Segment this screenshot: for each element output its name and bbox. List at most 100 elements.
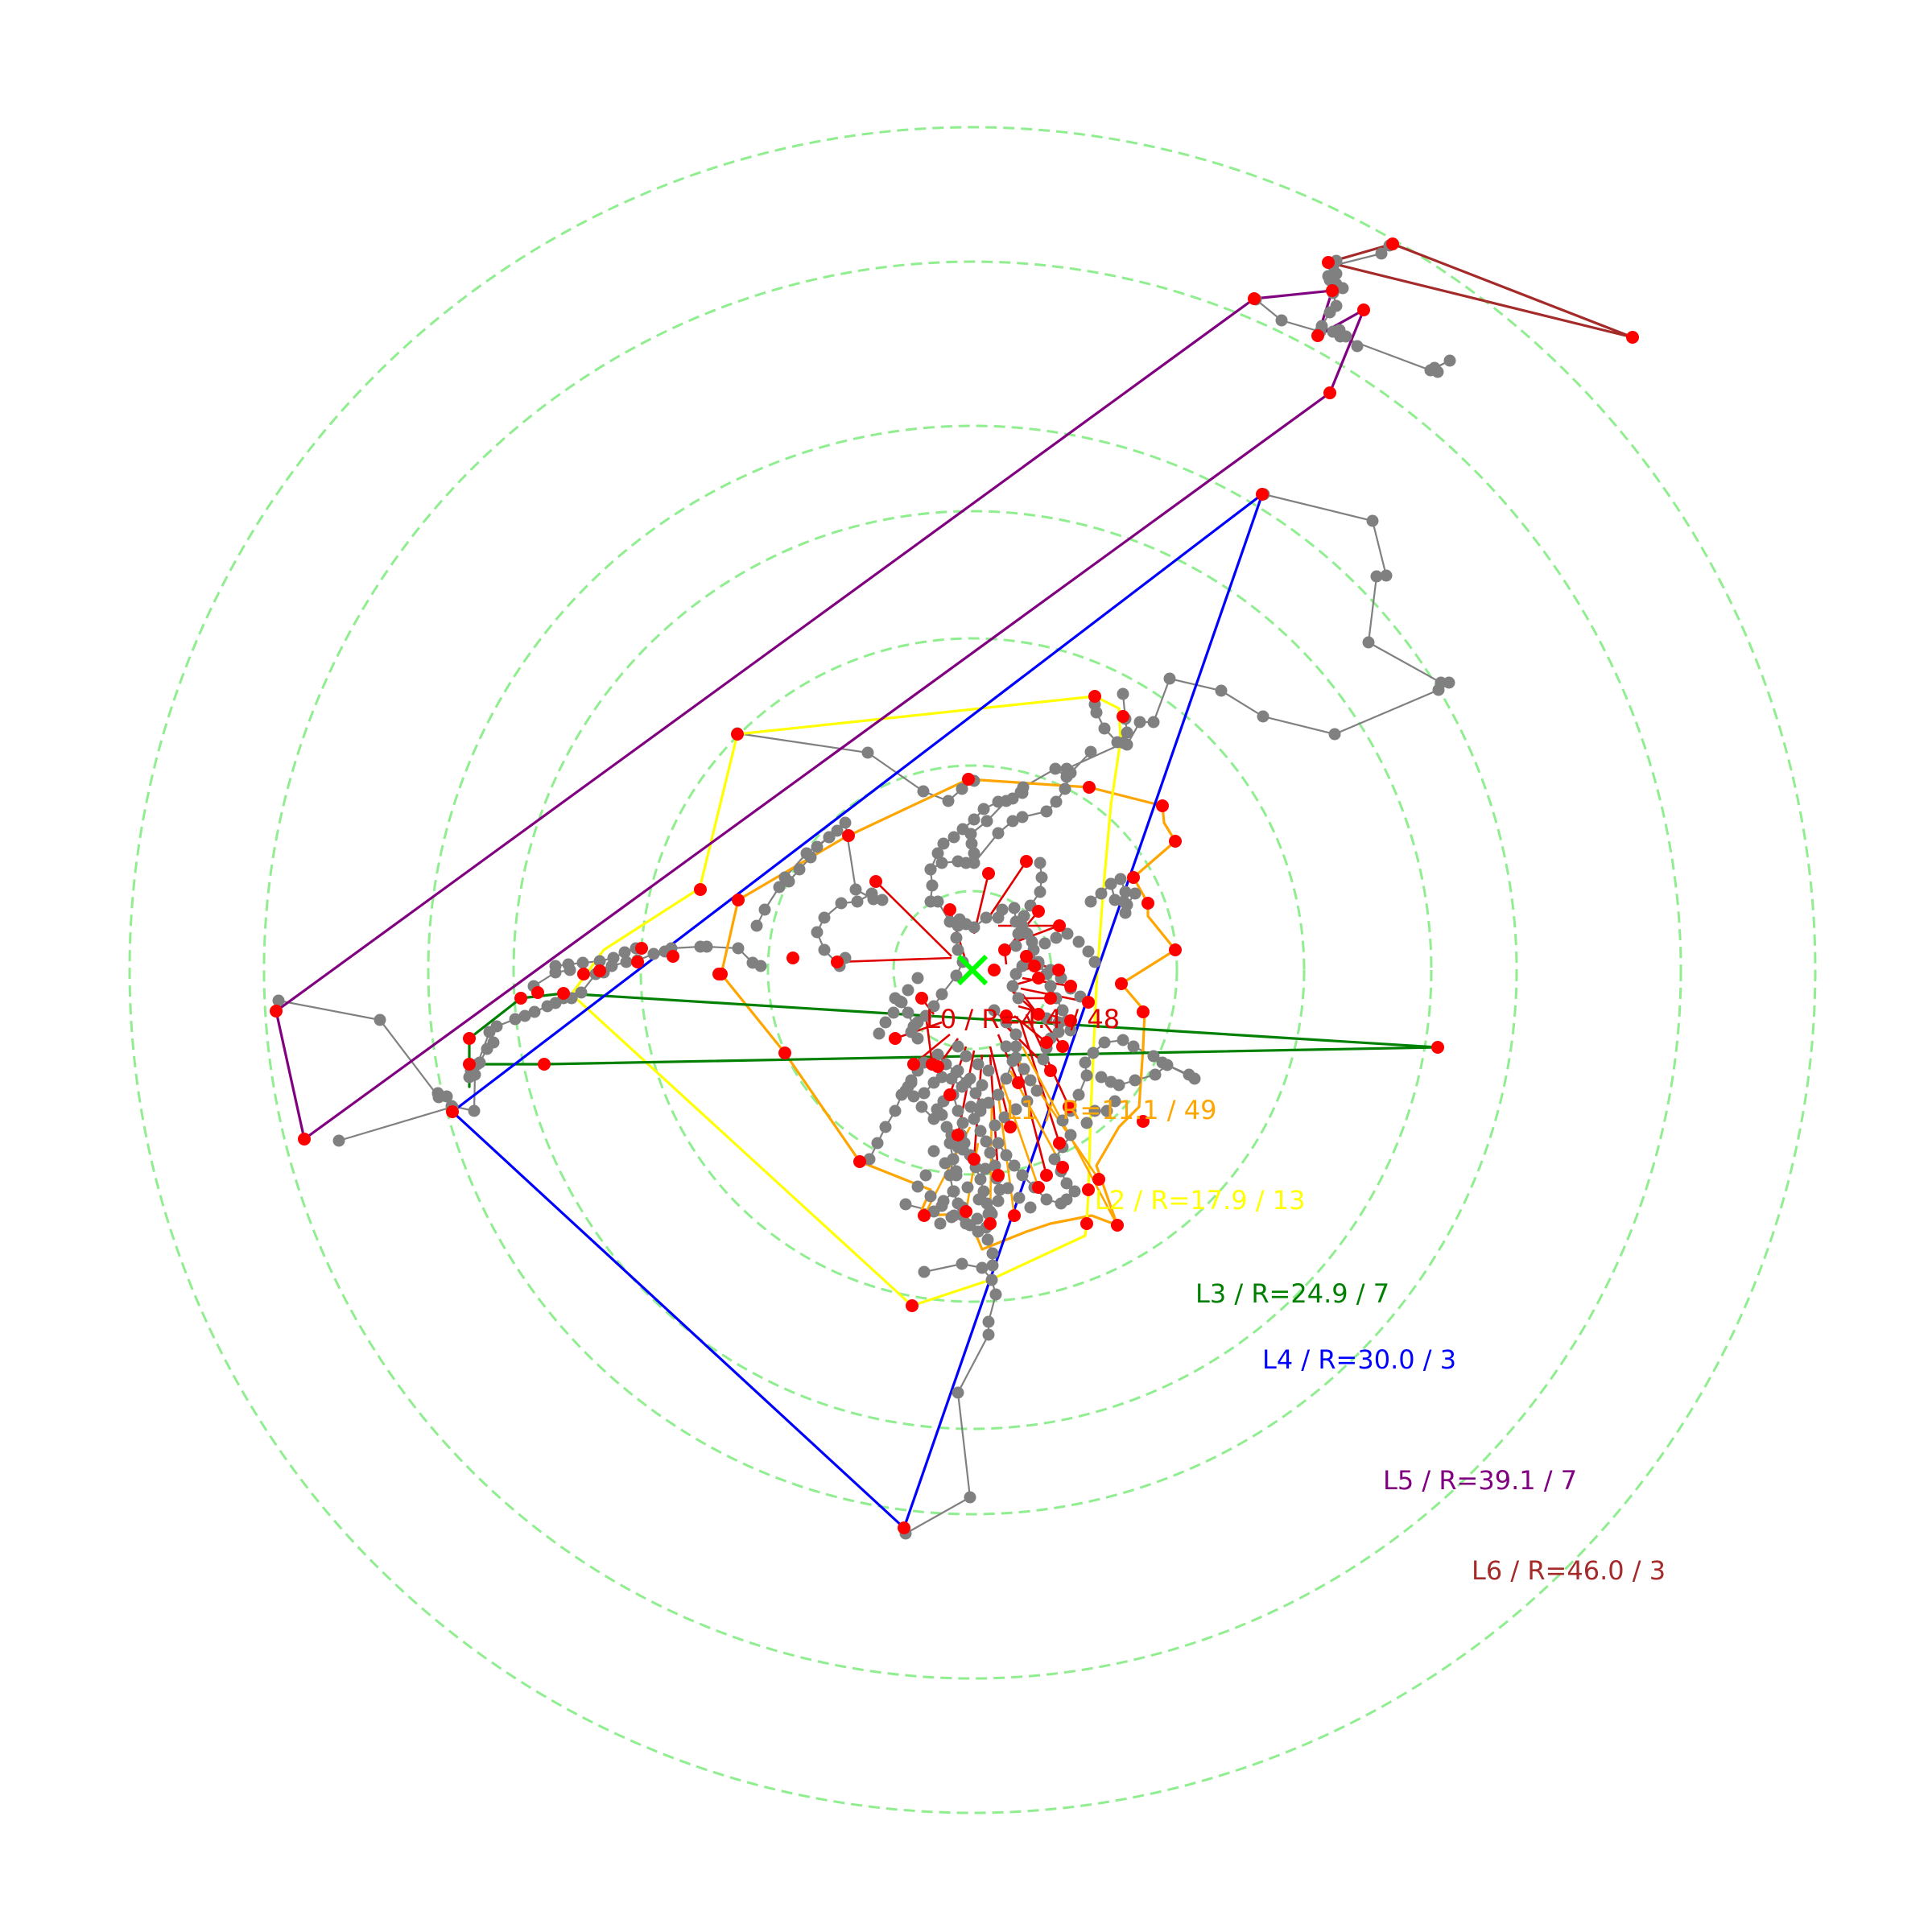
network-node-335	[985, 1274, 998, 1286]
hull-vertices	[270, 237, 1639, 1534]
network-node-161	[960, 857, 972, 869]
network-node-363	[998, 1111, 1011, 1124]
network-node-44	[1351, 340, 1364, 353]
level-label-l4: L4 / R=30.0 / 3	[1262, 1344, 1456, 1375]
network-node-279	[964, 1100, 977, 1113]
network-node-385	[935, 1199, 948, 1212]
network-node-333	[956, 1257, 968, 1270]
network-node-11	[1163, 672, 1176, 685]
hull-vertex-13	[1431, 1041, 1444, 1054]
hull-vertex-92	[1000, 1009, 1013, 1022]
hull-vertex-74	[1032, 1008, 1045, 1021]
network-node-53	[1098, 722, 1111, 735]
network-node-247	[988, 1004, 1001, 1017]
network-node-61	[1050, 795, 1063, 808]
network-node-331	[947, 1185, 960, 1198]
network-node-311	[1040, 1193, 1053, 1206]
l0-spoke-32	[1019, 1022, 1061, 1144]
cross-mark-icon-stroke	[956, 954, 989, 986]
network-node-203	[1119, 906, 1132, 919]
network-node-206	[1149, 1068, 1162, 1081]
network-node-77	[431, 1087, 444, 1100]
network-node-243	[1052, 1026, 1065, 1038]
network-node-178	[919, 1009, 932, 1022]
network-node-120	[549, 966, 562, 979]
network-node-158	[924, 863, 937, 876]
hull-vertex-56	[1052, 964, 1065, 976]
network-node-357	[1009, 1051, 1022, 1064]
network-node-155	[992, 795, 1005, 808]
network-node-167	[968, 921, 980, 934]
hull-vertex-90	[988, 964, 1001, 976]
level-label-l1: L1 / R=11.1 / 49	[1006, 1095, 1216, 1125]
network-node-200	[1104, 877, 1117, 890]
hull-vertex-34	[778, 1046, 791, 1059]
network-node-271	[976, 1098, 989, 1111]
hull-vertex-20	[962, 773, 975, 786]
network-node-362	[1009, 1103, 1022, 1116]
network-node-314	[871, 1137, 884, 1150]
network-node-70	[942, 795, 955, 807]
hull-vertex-62	[1012, 1076, 1025, 1089]
network-node-193	[1084, 895, 1097, 908]
network-node-313	[863, 1153, 876, 1166]
network-node-274	[956, 1117, 969, 1129]
network-node-252	[1000, 1072, 1013, 1085]
network-node-350	[982, 1064, 995, 1077]
network-node-261	[918, 1087, 931, 1100]
hull-vertex-14	[1088, 690, 1101, 703]
network-node-324	[907, 1020, 920, 1033]
network-node-386	[947, 1209, 960, 1222]
hull-vertex-48	[786, 952, 799, 964]
hull-vertex-22	[842, 829, 855, 842]
hull-vertex-45	[577, 968, 590, 980]
network-node-400	[1050, 931, 1063, 944]
network-node-8	[1328, 728, 1341, 741]
network-node-7	[1432, 683, 1445, 696]
network-node-90	[490, 1020, 503, 1033]
network-node-116	[607, 952, 620, 964]
network-node-145	[823, 831, 836, 844]
network-node-383	[911, 1180, 924, 1193]
network-node-336	[989, 1288, 1002, 1301]
network-node-122	[750, 919, 763, 932]
network-node-91	[509, 1013, 522, 1026]
hull-vertex-63	[1004, 1121, 1017, 1133]
network-node-211	[1147, 1050, 1160, 1063]
network-node-202	[1117, 895, 1130, 908]
hull-vertex-79	[1063, 1100, 1075, 1113]
network-node-241	[1056, 1004, 1069, 1017]
network-node-57	[1117, 687, 1129, 700]
hull-vertex-43	[667, 950, 679, 963]
hull-vertex-2	[1326, 284, 1339, 297]
network-node-102	[620, 956, 633, 968]
network-node-401	[1061, 927, 1074, 940]
hull-l5	[275, 289, 1365, 1141]
network-node-210	[1095, 1071, 1108, 1084]
network-node-409	[879, 1016, 892, 1029]
hull-vertex-23	[1156, 799, 1169, 812]
network-node-387	[960, 1217, 972, 1230]
network-node-332	[918, 1265, 931, 1278]
network-node-79	[468, 1104, 481, 1117]
level-label-l5: L5 / R=39.1 / 7	[1383, 1465, 1577, 1496]
hull-vertex-73	[1044, 992, 1057, 1005]
network-node-109	[732, 942, 745, 955]
network-node-59	[1064, 766, 1077, 779]
network-node-42	[1327, 325, 1340, 338]
network-node-339	[952, 1386, 964, 1399]
network-node-232	[1012, 992, 1025, 1005]
network-node-150	[937, 837, 950, 850]
network-node-353	[976, 1079, 989, 1092]
network-node-334	[976, 1261, 989, 1274]
network-node-18	[1049, 762, 1062, 775]
hull-vertex-46	[531, 986, 544, 999]
l0-spoke-4	[987, 861, 1028, 919]
network-node-349	[972, 1058, 985, 1071]
hull-vertex-44	[593, 964, 606, 977]
network-nodes	[272, 239, 1456, 1540]
network-node-123	[758, 903, 771, 916]
network-node-217	[1080, 1069, 1093, 1082]
network-node-342	[981, 1233, 994, 1246]
